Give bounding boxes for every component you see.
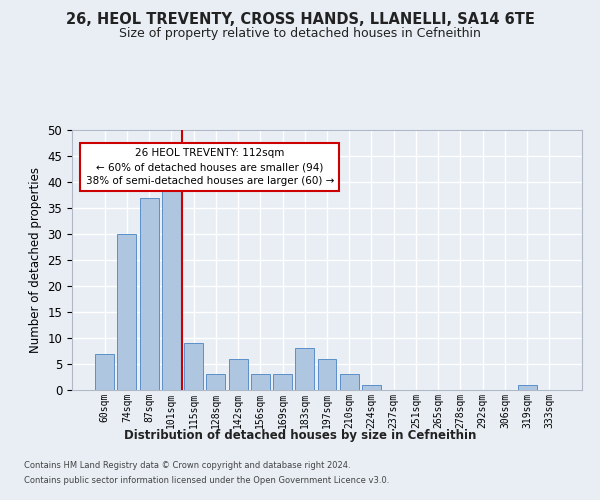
Y-axis label: Number of detached properties: Number of detached properties <box>29 167 42 353</box>
Bar <box>118 234 136 390</box>
Bar <box>362 385 381 390</box>
Bar <box>518 385 536 390</box>
Text: Size of property relative to detached houses in Cefneithin: Size of property relative to detached ho… <box>119 28 481 40</box>
Bar <box>273 374 292 390</box>
Bar <box>162 177 181 390</box>
Text: Distribution of detached houses by size in Cefneithin: Distribution of detached houses by size … <box>124 428 476 442</box>
Bar <box>95 354 114 390</box>
Bar <box>206 374 225 390</box>
Bar <box>295 348 314 390</box>
Bar <box>184 343 203 390</box>
Bar <box>340 374 359 390</box>
Text: Contains public sector information licensed under the Open Government Licence v3: Contains public sector information licen… <box>24 476 389 485</box>
Bar <box>251 374 270 390</box>
Bar <box>229 359 248 390</box>
Text: 26 HEOL TREVENTY: 112sqm
← 60% of detached houses are smaller (94)
38% of semi-d: 26 HEOL TREVENTY: 112sqm ← 60% of detach… <box>86 148 334 186</box>
Text: 26, HEOL TREVENTY, CROSS HANDS, LLANELLI, SA14 6TE: 26, HEOL TREVENTY, CROSS HANDS, LLANELLI… <box>65 12 535 28</box>
Bar <box>317 359 337 390</box>
Bar <box>140 198 158 390</box>
Text: Contains HM Land Registry data © Crown copyright and database right 2024.: Contains HM Land Registry data © Crown c… <box>24 461 350 470</box>
